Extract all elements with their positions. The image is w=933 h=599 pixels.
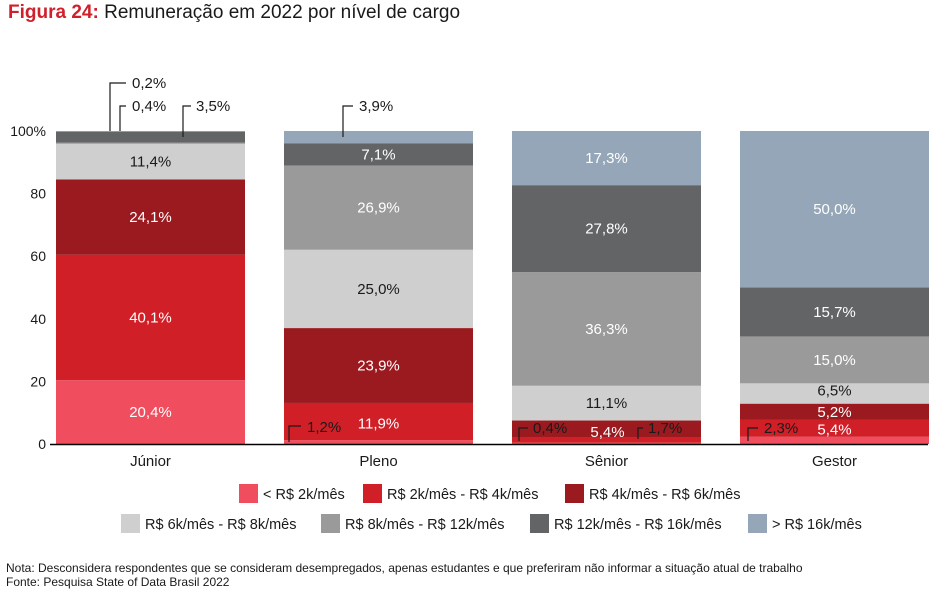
x-category-label: Júnior <box>130 453 171 470</box>
legend-swatch <box>121 514 140 533</box>
y-tick-label: 0 <box>38 436 46 452</box>
data-label: 26,9% <box>357 200 400 217</box>
data-label: 0,4% <box>132 98 166 115</box>
bar-segment <box>740 383 929 404</box>
legend-swatch <box>565 484 584 503</box>
y-tick-label: 60 <box>30 248 46 264</box>
bar-segment <box>284 143 473 166</box>
x-category-label: Sênior <box>585 453 628 470</box>
stacked-bar-chart: 0 20 40 60 80 100% Júnior Pleno Sênior Gestor 20,4… <box>10 75 929 533</box>
data-label: 1,2% <box>307 419 341 436</box>
data-label: 11,1% <box>586 395 627 412</box>
bar-segment <box>284 165 473 250</box>
bar-segment <box>56 143 245 180</box>
legend-label: > R$ 16k/mês <box>772 517 862 533</box>
legend-label: R$ 6k/mês - R$ 8k/mês <box>145 517 297 533</box>
leader-line <box>288 425 301 442</box>
data-label: 7,1% <box>361 146 395 163</box>
data-label: 40,1% <box>129 310 172 327</box>
note-text: Nota: Desconsidera respondentes que se c… <box>6 561 803 575</box>
bar-segment <box>740 419 929 437</box>
figure-number: Figura 24: <box>8 2 99 23</box>
bar-segment <box>740 436 929 444</box>
data-label: 50,0% <box>813 201 856 218</box>
data-label: 11,9% <box>358 416 399 433</box>
data-label: 24,1% <box>129 209 172 226</box>
bar-segment <box>740 287 929 337</box>
legend-swatch <box>321 514 340 533</box>
data-label: 0,2% <box>132 75 166 92</box>
data-label: 3,5% <box>196 98 230 115</box>
figure-caption: Remuneração em 2022 por nível de cargo <box>104 2 461 23</box>
bar-segment <box>56 179 245 255</box>
chart-notes: Nota: Desconsidera respondentes que se c… <box>6 561 803 589</box>
bar-segment <box>512 420 701 438</box>
leader-line <box>518 427 528 441</box>
data-label: 25,0% <box>357 281 400 298</box>
bar-segment <box>284 440 473 444</box>
data-label: 1,7% <box>648 420 682 437</box>
data-label: 2,3% <box>764 420 798 437</box>
data-label: 5,2% <box>817 404 851 421</box>
leader-line <box>182 105 191 137</box>
chart-title: Figura 24: Remuneração em 2022 por nível… <box>8 2 460 24</box>
data-label: 23,9% <box>357 358 400 375</box>
data-label: 15,0% <box>813 352 856 369</box>
legend-swatch <box>530 514 549 533</box>
bar-segment <box>512 185 701 273</box>
legend-label: R$ 2k/mês - R$ 4k/mês <box>387 487 539 503</box>
leader-line <box>342 105 353 137</box>
data-label: 5,4% <box>817 421 851 438</box>
legend-swatch <box>748 514 767 533</box>
legend-swatch <box>363 484 382 503</box>
data-label: 17,3% <box>585 150 628 167</box>
bar-segment <box>740 131 929 288</box>
legend-swatch <box>239 484 258 503</box>
data-label: 20,4% <box>129 404 172 421</box>
bar-segment <box>56 131 245 132</box>
bar-segment <box>284 328 473 403</box>
bar-segment <box>740 336 929 384</box>
data-label: 27,8% <box>585 221 628 238</box>
data-label: 15,7% <box>813 304 856 321</box>
bar-segment <box>512 385 701 421</box>
data-label: 11,4% <box>130 154 171 171</box>
legend-label: < R$ 2k/mês <box>263 487 345 503</box>
bar-segment <box>56 142 245 144</box>
bar-segment <box>512 272 701 386</box>
data-label: 36,3% <box>585 321 628 338</box>
bar-segment <box>512 442 701 444</box>
data-label: 6,5% <box>817 383 851 400</box>
bar-segment <box>284 249 473 329</box>
bar-segment <box>284 402 473 441</box>
y-tick-label: 100% <box>10 123 46 139</box>
leader-line <box>119 105 126 131</box>
data-label: 0,4% <box>533 420 567 437</box>
y-tick-label: 80 <box>30 186 46 202</box>
x-category-label: Pleno <box>359 453 397 470</box>
legend-label: R$ 12k/mês - R$ 16k/mês <box>554 517 722 533</box>
bar-segment <box>512 131 701 186</box>
leader-line <box>109 82 126 131</box>
bar-segment <box>284 131 473 144</box>
bar-segment <box>56 131 245 143</box>
leader-line <box>747 427 758 441</box>
legend-label: R$ 8k/mês - R$ 12k/mês <box>345 517 505 533</box>
source-text: Fonte: Pesquisa State of Data Brasil 202… <box>6 575 230 589</box>
bar-segment <box>512 437 701 443</box>
data-label: 3,9% <box>359 98 393 115</box>
y-tick-label: 40 <box>30 311 46 327</box>
bar-segment <box>740 403 929 420</box>
legend-label: R$ 4k/mês - R$ 6k/mês <box>589 487 741 503</box>
y-tick-label: 20 <box>30 373 46 389</box>
bar-segment <box>56 380 245 444</box>
bar-segment <box>56 254 245 381</box>
data-label: 5,4% <box>590 424 624 441</box>
leader-line <box>637 427 643 439</box>
x-category-label: Gestor <box>812 453 857 470</box>
